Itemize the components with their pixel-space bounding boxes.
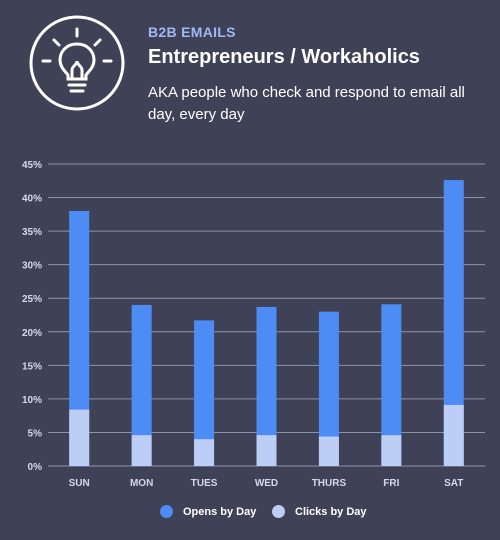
bar-clicks bbox=[131, 435, 152, 466]
x-tick-label: SUN bbox=[69, 478, 90, 489]
y-tick-label: 25% bbox=[22, 294, 42, 305]
category-label: B2B EMAILS bbox=[148, 24, 236, 40]
bar-opens bbox=[443, 180, 464, 466]
legend-item-clicks: Clicks by Day bbox=[272, 505, 367, 518]
x-tick-label: SAT bbox=[444, 478, 463, 489]
bar-clicks bbox=[194, 439, 215, 466]
bar-opens bbox=[381, 304, 402, 466]
y-tick-label: 20% bbox=[22, 328, 42, 339]
bar-opens bbox=[131, 304, 152, 466]
y-tick-label: 45% bbox=[22, 160, 42, 171]
legend-label-clicks: Clicks by Day bbox=[295, 505, 367, 518]
bar-clicks bbox=[443, 404, 464, 466]
bar-clicks bbox=[69, 409, 90, 466]
x-tick-label: THURS bbox=[312, 478, 347, 489]
legend-swatch-clicks bbox=[272, 505, 285, 518]
bar-opens bbox=[69, 210, 90, 466]
bar-clicks bbox=[318, 436, 339, 466]
bar-opens bbox=[194, 320, 215, 466]
page-title: Entrepreneurs / Workaholics bbox=[148, 46, 420, 68]
bar-clicks bbox=[256, 435, 277, 466]
y-tick-label: 5% bbox=[28, 428, 43, 439]
y-tick-label: 30% bbox=[22, 261, 42, 272]
y-tick-label: 35% bbox=[22, 227, 42, 238]
page-subtitle: AKA people who check and respond to emai… bbox=[148, 84, 465, 123]
x-tick-label: TUES bbox=[191, 478, 218, 489]
x-tick-label: MON bbox=[130, 478, 153, 489]
lightbulb-icon bbox=[29, 15, 125, 111]
bar-chart: 0% 5% 10% 15% 20% 25% 30% 35% 40% 45% SUN MON TUES WE… bbox=[22, 160, 485, 489]
y-tick-label: 40% bbox=[22, 194, 42, 205]
y-tick-label: 15% bbox=[22, 361, 42, 372]
legend-label-opens: Opens by Day bbox=[183, 505, 257, 518]
y-tick-label: 0% bbox=[28, 462, 43, 473]
bar-opens bbox=[318, 311, 339, 466]
legend-item-opens: Opens by Day bbox=[160, 505, 256, 518]
bar-opens bbox=[256, 306, 277, 466]
legend-swatch-opens bbox=[160, 505, 173, 518]
y-tick-label: 10% bbox=[22, 395, 42, 406]
chart-legend: Opens by Day Clicks by Day bbox=[0, 505, 500, 525]
x-tick-label: WED bbox=[255, 478, 278, 489]
x-tick-label: FRI bbox=[383, 478, 399, 489]
bar-clicks bbox=[381, 435, 402, 466]
